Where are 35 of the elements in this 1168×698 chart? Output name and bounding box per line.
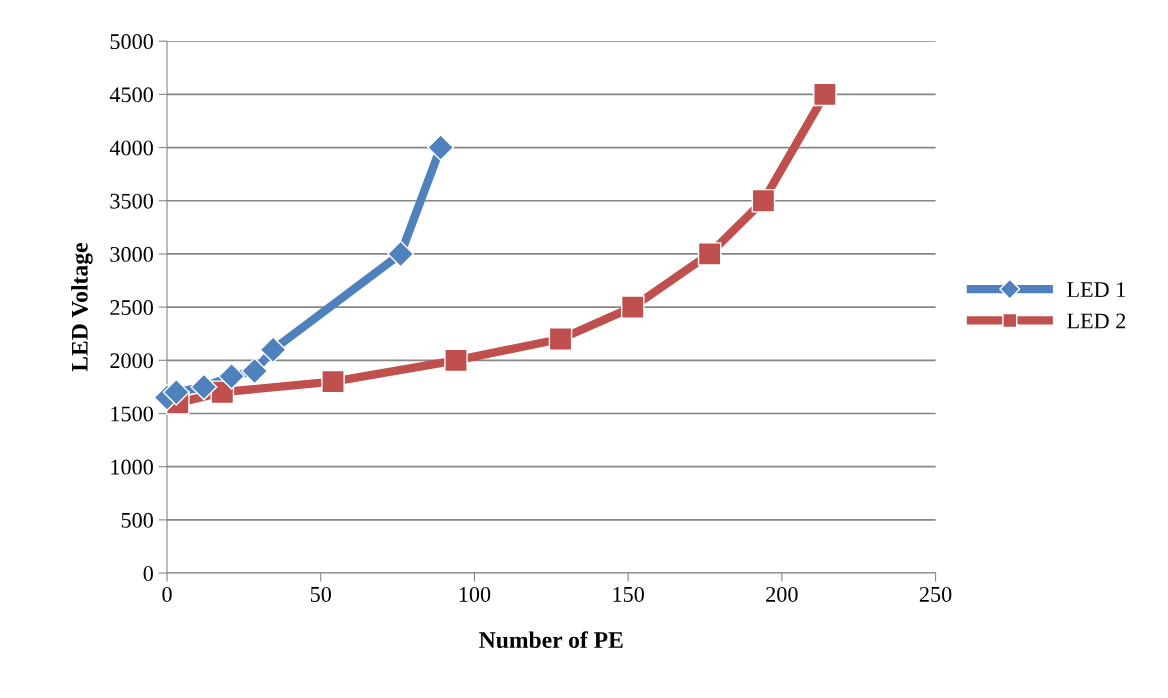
point bbox=[813, 82, 837, 107]
x-tick-label: 200 bbox=[766, 586, 798, 602]
point bbox=[387, 240, 415, 268]
legend-label: LED 1 bbox=[1067, 282, 1126, 297]
point bbox=[321, 369, 345, 394]
point bbox=[218, 362, 246, 390]
point bbox=[620, 295, 645, 319]
point bbox=[241, 357, 269, 385]
y-tick-label: 500 bbox=[121, 512, 153, 528]
y-tick-label: 3000 bbox=[110, 246, 153, 262]
x-tick-label: 150 bbox=[613, 586, 644, 602]
point bbox=[162, 378, 190, 406]
point bbox=[190, 373, 218, 401]
point bbox=[548, 327, 573, 351]
y-tick-label: 5000 bbox=[110, 34, 153, 50]
y-tick-label: 2500 bbox=[110, 300, 153, 316]
point bbox=[444, 348, 468, 373]
x-axis-title: Number of PE bbox=[479, 631, 623, 649]
y-tick-label: 3500 bbox=[110, 193, 153, 209]
point bbox=[427, 134, 455, 162]
x-tick-label: 0 bbox=[162, 586, 172, 602]
x-tick-label: 50 bbox=[310, 586, 331, 602]
x-tick-label: 250 bbox=[919, 586, 952, 602]
y-tick-label: 2000 bbox=[110, 353, 153, 369]
y-tick-label: 4500 bbox=[109, 87, 153, 103]
legend-label: LED 2 bbox=[1067, 313, 1126, 329]
y-tick-label: 1500 bbox=[111, 406, 153, 422]
y-tick-label: 4000 bbox=[109, 140, 153, 156]
point bbox=[697, 242, 722, 266]
point bbox=[751, 188, 776, 213]
y-axis-title: LED Voltage bbox=[71, 243, 93, 372]
point bbox=[259, 336, 287, 364]
x-tick-label: 100 bbox=[459, 586, 491, 602]
y-tick-label: 0 bbox=[143, 565, 153, 581]
y-tick-label: 1000 bbox=[111, 459, 153, 475]
